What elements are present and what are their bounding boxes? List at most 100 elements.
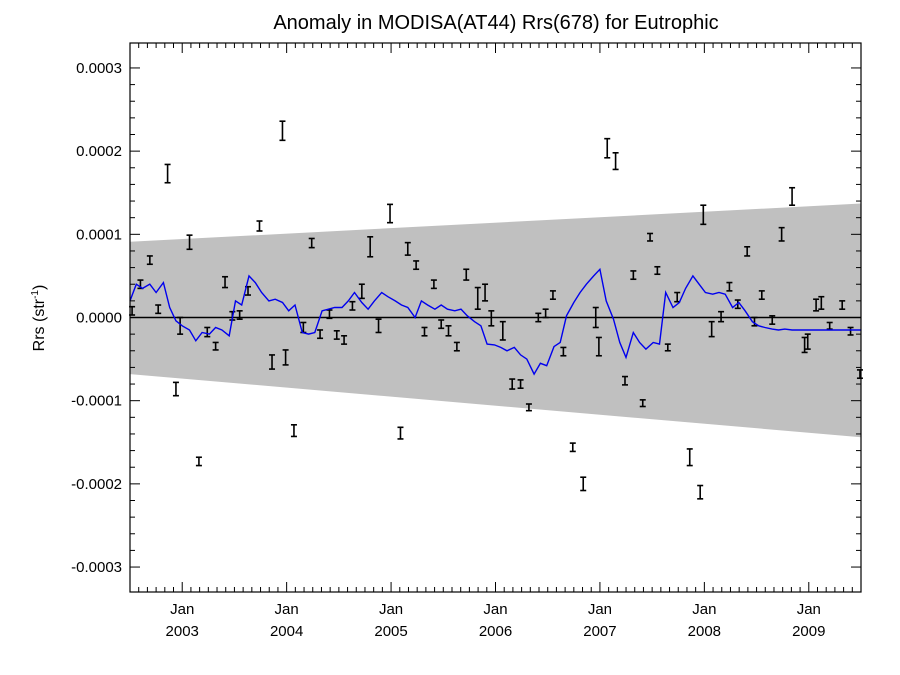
error-bar [375,318,382,334]
x-tick-label-month: Jan [275,601,299,618]
error-bar [758,290,765,301]
error-bar [708,320,715,338]
error-bar [697,484,704,500]
error-bar [769,315,776,325]
x-tick-label-year: 2007 [583,623,616,640]
error-bar [204,326,211,338]
error-bar [818,295,825,310]
error-bar [177,316,184,335]
error-bar [430,279,437,290]
error-bar [279,120,286,142]
error-bar [499,320,506,341]
error-bar [146,255,153,266]
x-tick-label-month: Jan [483,601,507,618]
error-bar [517,379,524,390]
y-axis-label-main: Rrs (str [31,298,48,351]
error-bar [621,375,628,386]
error-bar [397,426,404,440]
error-bar [744,245,751,257]
error-bar [718,310,725,323]
error-bar [164,163,171,184]
error-bar [639,399,646,408]
y-axis-label-end: ) [31,285,48,290]
error-bar [535,312,542,323]
error-bar [282,349,289,366]
error-bar [308,237,315,249]
error-bar [474,286,481,310]
error-bar [509,378,516,390]
y-tick-label: 0.0000 [76,310,122,327]
confidence-band [130,203,861,438]
error-bar [256,220,263,232]
error-bar [290,424,297,438]
x-tick-label-month: Jan [797,601,821,618]
x-tick-label-year: 2004 [270,623,303,640]
error-bar [664,343,671,352]
error-bar [387,203,394,224]
x-tick-label-month: Jan [692,601,716,618]
x-tick-label-month: Jan [379,601,403,618]
error-bar [595,336,602,357]
error-bar [604,137,611,159]
x-tick-label-year: 2005 [374,623,407,640]
error-bar [654,265,661,276]
error-bar [778,226,785,242]
error-bar [630,270,637,281]
error-bar [592,306,599,329]
error-bar [195,456,202,467]
y-axis-label-superscript: -1 [30,290,41,299]
error-bar [804,333,811,350]
error-bar [686,448,693,467]
chart-title: Anomaly in MODISA(AT44) Rrs(678) for Eut… [273,12,718,34]
error-bar [751,316,758,327]
error-bar [856,369,863,380]
error-bar [525,403,532,412]
error-bar [317,329,324,340]
x-tick-label-month: Jan [588,601,612,618]
error-bar [453,341,460,352]
error-bar [236,310,243,320]
error-bar [569,442,576,453]
error-bar [349,300,356,311]
error-bar [726,281,733,292]
y-tick-label: -0.0001 [71,393,122,410]
error-bar [172,381,179,397]
error-bar [647,232,654,242]
error-bar [549,290,556,301]
error-bar [560,346,567,357]
error-bar [580,476,587,492]
error-bar [826,321,833,330]
error-bar [813,298,820,312]
error-bar [186,234,193,251]
error-bar [333,330,340,340]
error-bar [341,334,348,345]
x-tick-label-year: 2009 [792,623,825,640]
x-tick-label-year: 2006 [479,623,512,640]
x-tick-label-year: 2008 [688,623,721,640]
error-bar [789,186,796,207]
error-bar [488,310,495,327]
error-bar [847,326,854,336]
error-bar [358,283,365,300]
plot-area: -0.0003 -0.0002 -0.0001 0.0000 0.0001 0.0002 0… [71,42,863,640]
error-bar [542,308,549,319]
y-tick-label: -0.0002 [71,476,122,493]
error-bar [438,319,445,330]
y-tick-label: 0.0003 [76,60,122,77]
error-bar [839,300,846,310]
error-bar [269,354,276,370]
y-tick-label: -0.0003 [71,559,122,576]
y-tick-label: 0.0001 [76,226,122,243]
error-bar [463,268,470,281]
error-bar [222,275,229,289]
error-bar [421,326,428,337]
error-bar [482,283,489,302]
error-bar [445,325,452,337]
x-tick-label-year: 2003 [166,623,199,640]
error-bar [367,236,374,258]
error-bar [212,341,219,351]
anomaly-line [129,267,861,376]
y-axis-label: Rrs (str-1) [30,285,48,352]
error-bar [404,241,411,256]
